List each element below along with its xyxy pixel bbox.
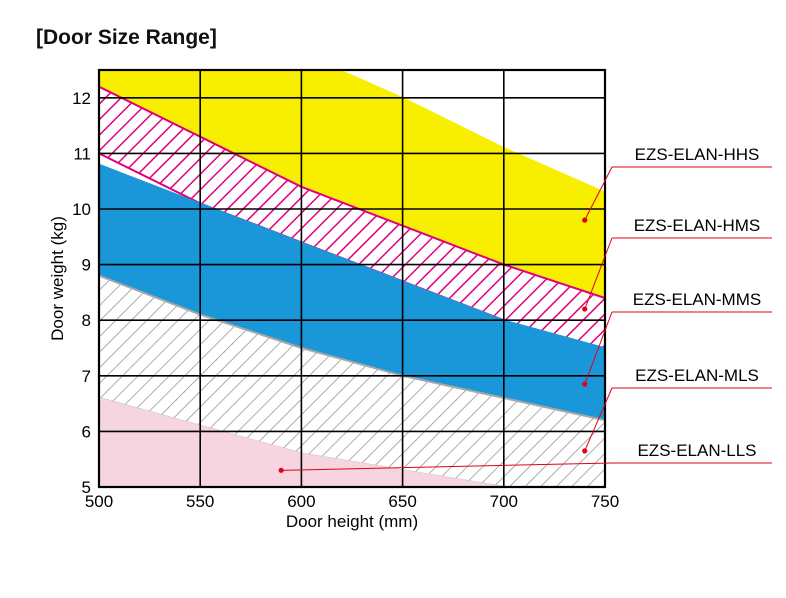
legend-leader-line xyxy=(584,237,613,310)
legend-marker-dot xyxy=(582,306,588,312)
y-axis-label: Door weight (kg) xyxy=(48,216,67,341)
legend-label-ezs-elan-mms: EZS-ELAN-MMS xyxy=(633,290,761,309)
legend-marker-dot xyxy=(582,448,588,454)
x-tick-label: 550 xyxy=(186,492,214,511)
x-tick-label: 600 xyxy=(287,492,315,511)
y-tick-label: 9 xyxy=(82,256,91,275)
y-tick-label: 7 xyxy=(82,367,91,386)
area-ezs-elan-mms xyxy=(99,164,605,421)
y-tick-label: 5 xyxy=(82,478,91,497)
area-ezs-elan-mls xyxy=(99,275,605,487)
legend-label-ezs-elan-hms: EZS-ELAN-HMS xyxy=(634,216,761,235)
area-ezs-elan-lls xyxy=(99,398,605,487)
area-ezs-elan-hms xyxy=(99,86,605,360)
legend-leader-line xyxy=(584,387,613,452)
upper-boundary-ezs-elan-mls xyxy=(99,274,605,422)
x-axis-label: Door height (mm) xyxy=(286,512,418,531)
upper-boundary-ezs-elan-mms xyxy=(99,163,605,349)
chart-title: [Door Size Range] xyxy=(36,26,217,49)
y-tick-label: 6 xyxy=(82,422,91,441)
y-tick-label: 10 xyxy=(72,200,91,219)
y-tick-label: 11 xyxy=(73,144,91,163)
legend-marker-dot xyxy=(278,467,284,473)
x-tick-label: 650 xyxy=(388,492,416,511)
legend-label-ezs-elan-mls: EZS-ELAN-MLS xyxy=(635,366,759,385)
legend-marker-dot xyxy=(582,217,588,223)
upper-boundary-ezs-elan-hhs xyxy=(337,70,605,193)
area-ezs-elan-hhs xyxy=(99,70,605,298)
plot-frame xyxy=(97,68,607,489)
upper-boundary-ezs-elan-lls xyxy=(99,397,605,487)
x-tick-label: 500 xyxy=(85,492,113,511)
y-tick-label: 12 xyxy=(72,89,91,108)
upper-boundary-ezs-elan-hms xyxy=(99,85,605,299)
y-tick-label: 8 xyxy=(82,311,91,330)
legend-marker-dot xyxy=(582,381,588,387)
legend-label-ezs-elan-lls: EZS-ELAN-LLS xyxy=(637,441,756,460)
legend-label-ezs-elan-hhs: EZS-ELAN-HHS xyxy=(635,145,760,164)
legend-leader-line xyxy=(584,166,613,221)
x-tick-label: 750 xyxy=(591,492,619,511)
x-tick-label: 700 xyxy=(490,492,518,511)
legend-leader-line xyxy=(584,311,613,385)
legend-leader-line xyxy=(281,462,613,471)
